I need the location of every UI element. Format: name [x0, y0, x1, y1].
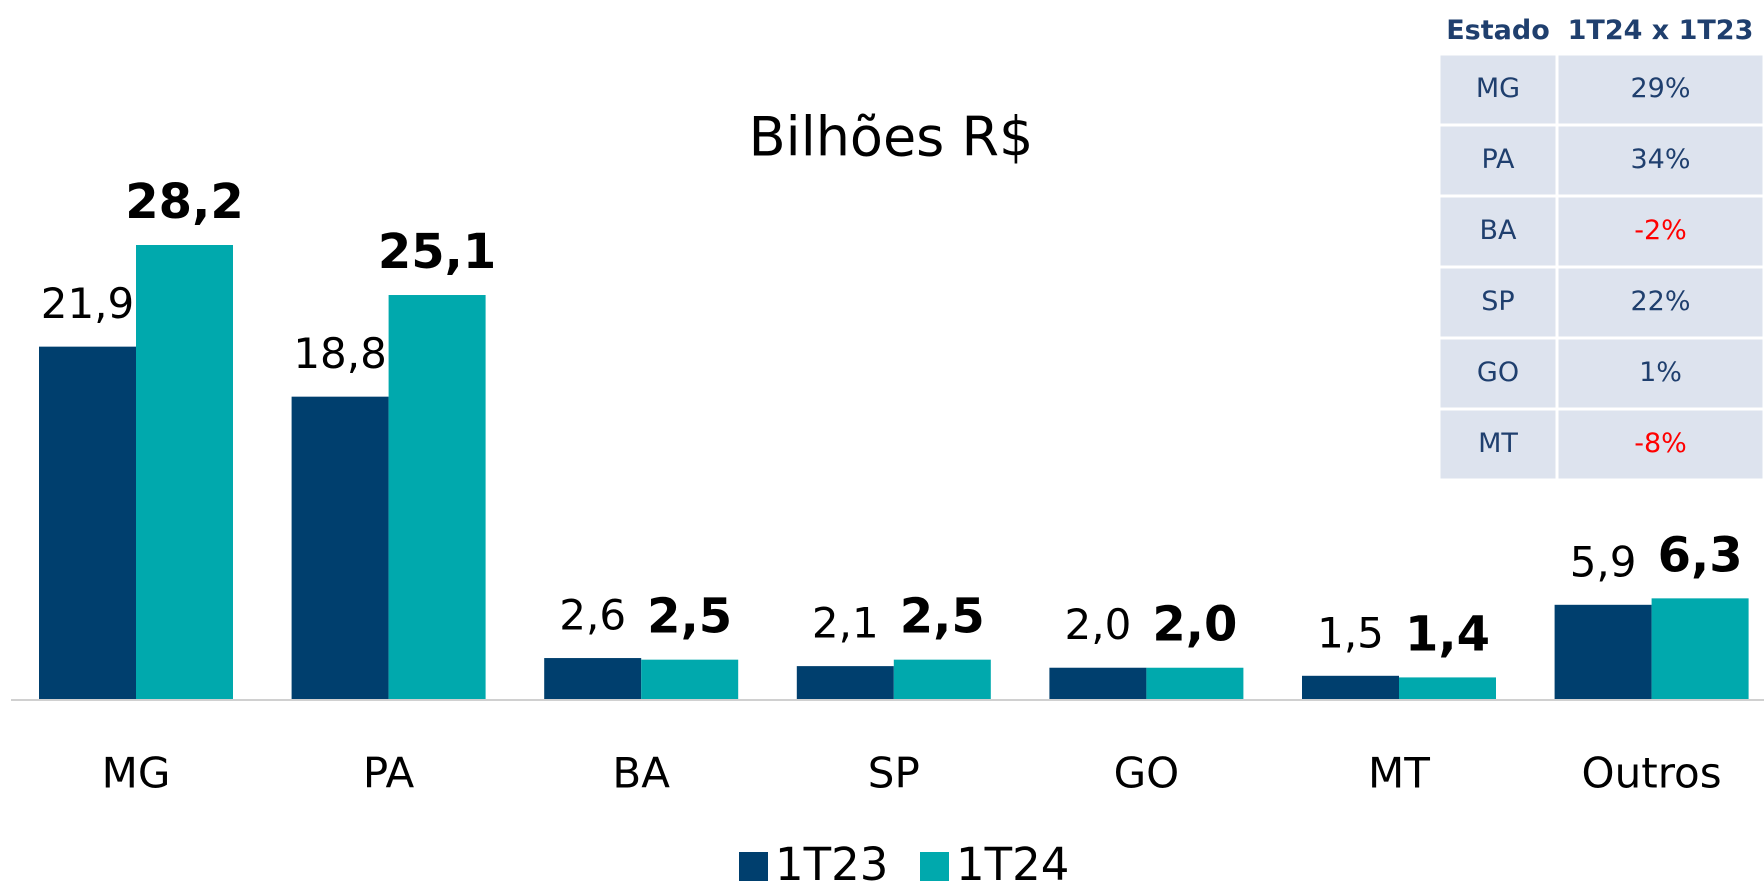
bar [893, 659, 991, 700]
bar [1554, 604, 1652, 700]
bar [1049, 667, 1147, 700]
table-text: SP [1481, 286, 1514, 317]
x-tick-label: PA [363, 749, 415, 798]
table-text: 22% [1630, 286, 1690, 317]
table-text: GO [1477, 357, 1519, 388]
bar [388, 295, 486, 700]
value-label: 6,3 [1658, 527, 1743, 583]
table-text: 34% [1630, 144, 1690, 175]
value-label: 21,9 [41, 279, 135, 328]
table-text: 1% [1639, 357, 1682, 388]
value-label: 28,2 [125, 174, 243, 230]
table-cell [1555, 52, 1764, 127]
table-cell [1437, 407, 1559, 482]
value-label: 2,5 [900, 589, 985, 645]
bar [641, 659, 739, 700]
bar [544, 658, 642, 700]
table-text: MG [1476, 73, 1520, 104]
bar [1651, 598, 1749, 700]
bar [1399, 677, 1496, 700]
bar [796, 666, 894, 700]
legend-label: 1T23 [775, 838, 888, 887]
value-label: 25,1 [378, 224, 496, 280]
value-label: 2,6 [559, 591, 626, 640]
table-cell [1555, 336, 1764, 411]
table-header: 1T24 x 1T23 [1568, 15, 1754, 46]
bar [39, 346, 136, 700]
legend-swatch [920, 852, 949, 881]
value-label: 1,5 [1317, 608, 1384, 657]
value-label: 2,0 [1065, 600, 1132, 649]
value-label: 18,8 [293, 329, 387, 378]
table-header: Estado [1446, 15, 1550, 46]
table-text: PA [1481, 144, 1515, 175]
value-label: 2,1 [812, 599, 879, 648]
bar [1302, 675, 1399, 700]
legend-label: 1T24 [956, 838, 1069, 887]
value-label: 2,0 [1152, 597, 1237, 653]
x-tick-label: MT [1368, 749, 1430, 798]
x-tick-label: GO [1114, 749, 1180, 798]
table-text: BA [1480, 215, 1518, 246]
table-text: -8% [1634, 428, 1687, 459]
x-tick-label: MG [102, 749, 171, 798]
table-cell [1555, 407, 1764, 482]
x-tick-label: Outros [1582, 749, 1722, 798]
table-text: MT [1478, 428, 1518, 459]
bar [1146, 667, 1244, 700]
legend-swatch [739, 852, 768, 881]
value-label: 1,4 [1405, 606, 1490, 662]
bar [136, 245, 233, 700]
table-text: -2% [1634, 215, 1687, 246]
x-tick-label: SP [868, 749, 920, 798]
table-cell [1555, 194, 1764, 269]
bar [291, 396, 389, 700]
table-text: 29% [1630, 73, 1690, 104]
chart-title: Bilhões R$ [749, 106, 1034, 169]
value-label: 5,9 [1570, 537, 1637, 586]
table-cell [1555, 265, 1764, 340]
value-label: 2,5 [647, 589, 732, 645]
x-tick-label: BA [612, 749, 670, 798]
